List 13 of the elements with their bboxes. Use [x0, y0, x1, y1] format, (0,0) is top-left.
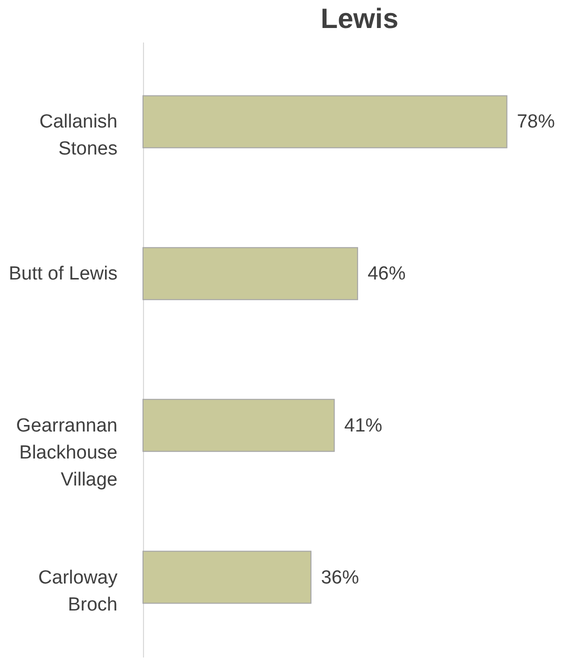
data-label: 78%	[516, 112, 555, 133]
data-label: 41%	[344, 415, 382, 436]
chart-title: Lewis	[320, 3, 398, 34]
y-tick-label: Butt of Lewis	[8, 264, 118, 285]
y-tick-label: Callanish Stones	[39, 112, 118, 160]
bar	[142, 550, 312, 604]
data-label: 46%	[368, 264, 406, 285]
bar	[142, 95, 508, 148]
y-tick-label: Carloway Broch	[38, 567, 118, 616]
bar	[142, 398, 335, 452]
bar	[142, 247, 358, 300]
y-tick-label: Gearrannan Blackhouse Village	[16, 415, 118, 490]
data-label: 36%	[320, 567, 360, 588]
